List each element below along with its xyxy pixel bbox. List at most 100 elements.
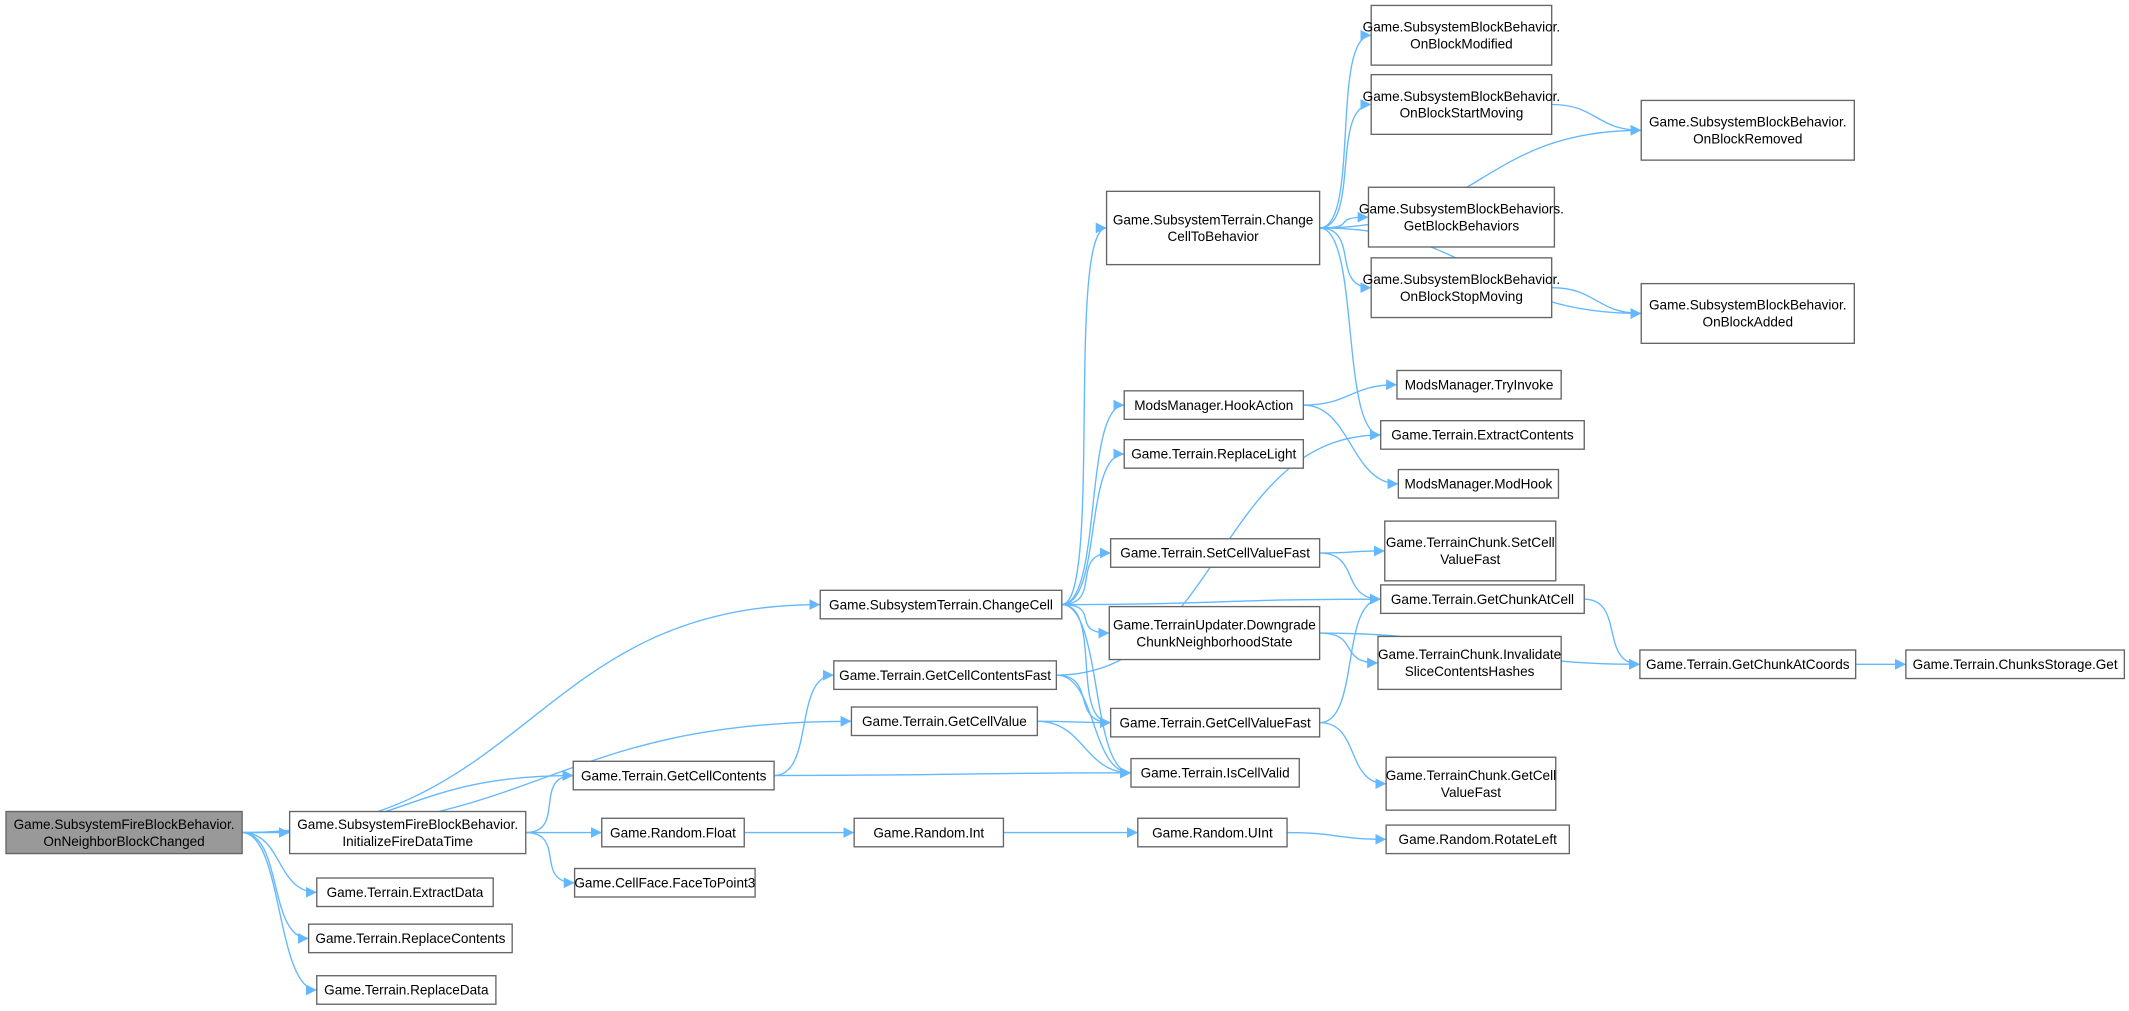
node-box: [1380, 584, 1585, 615]
node-box: [288, 810, 527, 855]
node-box: [1105, 190, 1321, 266]
node-box: [853, 817, 1005, 848]
edge-changeCell-to-downgrade: [1061, 603, 1110, 639]
node-label: Game.SubsystemBlockBehavior.: [1649, 115, 1847, 130]
node-getChunkAtCell[interactable]: Game.Terrain.GetChunkAtCell: [1380, 584, 1585, 615]
node-label: ValueFast: [1440, 552, 1500, 567]
node-getCellContentsFast[interactable]: Game.Terrain.GetCellContentsFast: [833, 660, 1058, 691]
node-chunkGetCellValueFast[interactable]: Game.TerrainChunk.GetCell ValueFast: [1385, 756, 1557, 811]
node-isCellValid[interactable]: Game.Terrain.IsCellValid: [1130, 757, 1300, 788]
node-replaceLight[interactable]: Game.Terrain.ReplaceLight: [1123, 439, 1305, 469]
node-rotateLeft[interactable]: Game.Random.RotateLeft: [1385, 824, 1571, 855]
node-tryInvoke[interactable]: ModsManager.TryInvoke: [1396, 369, 1562, 400]
edge-getChunkAtCell-to-getChunkAtCoords: [1584, 598, 1640, 670]
node-box: [1640, 99, 1855, 161]
edge-getCellValueFast-to-chunkGetCellValueFast: [1319, 721, 1387, 790]
node-downgrade[interactable]: Game.TerrainUpdater.Downgrade ChunkNeighb…: [1108, 605, 1321, 661]
node-box: [1108, 605, 1321, 661]
node-box: [1123, 439, 1305, 469]
node-label: Game.SubsystemFireBlockBehavior.: [14, 817, 235, 832]
edge-initFire-to-faceToPoint3: [525, 831, 575, 889]
node-label: Game.TerrainChunk.GetCell: [1386, 768, 1556, 783]
node-label: OnBlockStartMoving: [1400, 106, 1524, 121]
node-onBlockModified[interactable]: Game.SubsystemBlockBehavior. OnBlockModif…: [1363, 4, 1561, 66]
node-label: Game.SubsystemBlockBehavior.: [1363, 89, 1561, 104]
node-setCellValueFast[interactable]: Game.Terrain.SetCellValueFast: [1109, 538, 1321, 568]
node-box: [1384, 520, 1557, 582]
node-label: Game.Terrain.GetCellContents: [581, 768, 767, 783]
edge-changeCell-to-changeCellToBehavior: [1061, 222, 1107, 606]
node-label: Game.TerrainUpdater.Downgrade: [1113, 617, 1316, 632]
edge-changeCellToBehavior-to-extractContents: [1319, 227, 1381, 441]
node-replaceData[interactable]: Game.Terrain.ReplaceData: [316, 975, 497, 1005]
node-replaceContents[interactable]: Game.Terrain.ReplaceContents: [307, 923, 513, 954]
edge-getCellContentsFast-to-isCellValid: [1056, 674, 1131, 779]
edge-hookAction-to-tryInvoke: [1303, 379, 1397, 406]
node-extractData[interactable]: Game.Terrain.ExtractData: [316, 877, 494, 908]
node-box: [1370, 257, 1553, 319]
node-onBlockRemoved[interactable]: Game.SubsystemBlockBehavior. OnBlockRemov…: [1640, 99, 1855, 161]
node-faceToPoint3[interactable]: Game.CellFace.FaceToPoint3: [573, 867, 756, 898]
node-box: [316, 877, 494, 908]
edge-changeCellToBehavior-to-onBlockStartMoving: [1319, 99, 1372, 229]
edge-changeCell-to-hookAction: [1061, 399, 1125, 606]
node-label: Game.TerrainChunk.Invalidate: [1378, 647, 1561, 662]
node-onBlockStartMoving[interactable]: Game.SubsystemBlockBehavior. OnBlockStart…: [1363, 73, 1561, 136]
node-label: Game.Terrain.GetChunkAtCoords: [1646, 657, 1850, 672]
node-box: [5, 810, 243, 855]
node-getCellValueFast[interactable]: Game.Terrain.GetCellValueFast: [1109, 707, 1321, 738]
node-randomUInt[interactable]: Game.Random.UInt: [1137, 817, 1288, 848]
node-box: [1385, 824, 1571, 855]
node-label: CellToBehavior: [1167, 229, 1259, 244]
node-label: ModsManager.HookAction: [1134, 398, 1293, 413]
node-changeCellToBehavior[interactable]: Game.SubsystemTerrain.Change CellToBehavi…: [1105, 190, 1321, 266]
node-modHook[interactable]: ModsManager.ModHook: [1397, 468, 1560, 499]
node-initFire[interactable]: Game.SubsystemFireBlockBehavior. Initiali…: [288, 810, 527, 855]
edge-root-to-replaceData: [242, 831, 317, 996]
node-box: [1130, 757, 1300, 788]
edge-root-to-replaceContents: [242, 831, 309, 944]
node-box: [819, 589, 1063, 620]
node-onBlockStopMoving[interactable]: Game.SubsystemBlockBehavior. OnBlockStopM…: [1363, 257, 1561, 319]
edge-changeCellToBehavior-to-onBlockStopMoving: [1319, 227, 1372, 294]
node-box: [1385, 756, 1557, 811]
node-randomInt[interactable]: Game.Random.Int: [853, 817, 1005, 848]
node-label: Game.Terrain.ChunksStorage.Get: [1913, 657, 2118, 672]
node-chunkSetCellValueFast[interactable]: Game.TerrainChunk.SetCell ValueFast: [1384, 520, 1557, 582]
edge-onBlockStartMoving-to-onBlockRemoved: [1551, 103, 1642, 136]
node-box: [1137, 817, 1288, 848]
node-label: Game.TerrainChunk.SetCell: [1386, 535, 1555, 550]
node-box: [1380, 420, 1585, 450]
node-getCellContents[interactable]: Game.Terrain.GetCellContents: [572, 760, 775, 791]
node-box: [1123, 390, 1305, 421]
nodes-layer: Game.SubsystemFireBlockBehavior. OnNeighb…: [5, 4, 2126, 1005]
node-randomFloat[interactable]: Game.Random.Float: [601, 817, 745, 848]
node-label: ValueFast: [1441, 785, 1501, 800]
edge-getCellValue-to-getCellValueFast: [1037, 717, 1111, 729]
node-box: [1397, 468, 1560, 499]
node-hookAction[interactable]: ModsManager.HookAction: [1123, 390, 1305, 421]
node-box: [1639, 649, 1857, 680]
node-label: Game.CellFace.FaceToPoint3: [574, 876, 755, 891]
node-extractContents[interactable]: Game.Terrain.ExtractContents: [1380, 420, 1585, 450]
node-chunksStorageGet[interactable]: Game.Terrain.ChunksStorage.Get: [1905, 649, 2126, 680]
edge-changeCell-to-getChunkAtCell: [1061, 593, 1381, 606]
edge-getCellValueFast-to-getChunkAtCell: [1319, 593, 1381, 724]
node-getBlockBehaviors[interactable]: Game.SubsystemBlockBehaviors. GetBlockBeh…: [1359, 186, 1564, 248]
edge-getCellContents-to-isCellValid: [774, 767, 1131, 779]
node-box: [1367, 186, 1556, 248]
edge-root-to-changeCell: [242, 599, 821, 834]
node-label: Game.SubsystemTerrain.Change: [1113, 212, 1314, 227]
edge-getCellValue-to-isCellValid: [1037, 720, 1131, 779]
node-label: Game.Terrain.ReplaceLight: [1131, 447, 1296, 462]
node-onBlockAdded[interactable]: Game.SubsystemBlockBehavior. OnBlockAdded: [1640, 282, 1855, 345]
node-invalidate[interactable]: Game.TerrainChunk.Invalidate SliceContent…: [1377, 635, 1562, 691]
edge-onBlockStopMoving-to-onBlockAdded: [1551, 287, 1642, 319]
node-label: OnBlockRemoved: [1693, 132, 1802, 147]
node-getCellValue[interactable]: Game.Terrain.GetCellValue: [850, 706, 1039, 737]
node-changeCell[interactable]: Game.SubsystemTerrain.ChangeCell: [819, 589, 1063, 620]
node-box: [572, 760, 775, 791]
node-root[interactable]: Game.SubsystemFireBlockBehavior. OnNeighb…: [5, 810, 243, 855]
node-getChunkAtCoords[interactable]: Game.Terrain.GetChunkAtCoords: [1639, 649, 1857, 680]
node-box: [573, 867, 756, 898]
